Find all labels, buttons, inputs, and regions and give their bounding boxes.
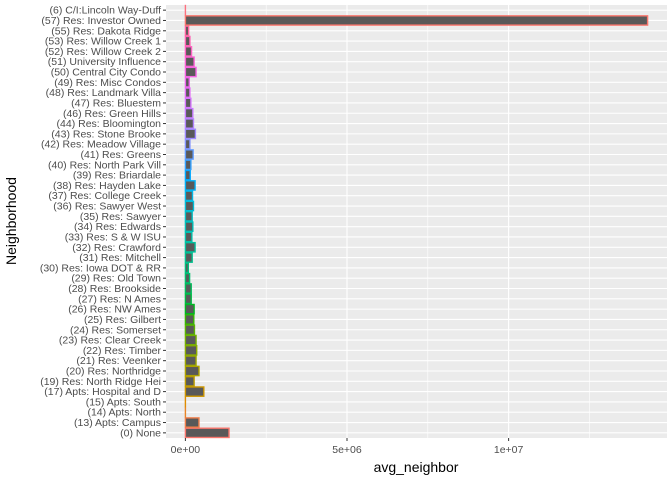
y-tick-label: (33) Res: S & W ISU xyxy=(65,231,161,243)
bar xyxy=(185,232,191,241)
y-tick-label: (47) Res: Bluestem xyxy=(71,97,161,109)
bar xyxy=(185,346,196,355)
bar xyxy=(185,150,193,159)
y-tick-label: (25) Res: Gilbert xyxy=(84,314,161,326)
bar xyxy=(185,191,192,200)
bar xyxy=(185,325,194,334)
bar xyxy=(185,181,195,190)
bar xyxy=(185,201,193,210)
bar xyxy=(185,26,188,35)
bar xyxy=(185,36,190,45)
y-tick-label: (57) Res: Investor Owned xyxy=(41,15,161,27)
y-tick-label: (34) Res: Edwards xyxy=(74,221,161,233)
x-tick-label: 5e+06 xyxy=(332,444,362,456)
y-tick-label: (19) Res: North Ridge Hei xyxy=(40,376,161,388)
y-tick-label: (24) Res: Somerset xyxy=(70,324,161,336)
y-tick-label: (15) Apts: South xyxy=(86,396,161,408)
bar xyxy=(185,274,189,283)
y-tick-label: (13) Apts: Campus xyxy=(74,417,161,429)
x-axis-title: avg_neighbor xyxy=(374,459,459,475)
y-axis: (0) None(13) Apts: Campus(14) Apts: Nort… xyxy=(40,5,166,440)
bar xyxy=(185,47,191,56)
y-tick-label: (31) Res: Mitchell xyxy=(79,252,161,264)
bar xyxy=(185,88,190,97)
y-tick-label: (21) Res: Veenker xyxy=(76,355,161,367)
y-tick-label: (20) Res: Northridge xyxy=(66,365,161,377)
bar xyxy=(185,243,195,252)
y-tick-label: (53) Res: Willow Creek 1 xyxy=(45,36,161,48)
y-tick-label: (29) Res: Old Town xyxy=(71,273,161,285)
y-tick-label: (38) Res: Hayden Lake xyxy=(53,180,161,192)
y-tick-label: (26) Res: NW Ames xyxy=(68,304,161,316)
bar xyxy=(185,129,195,138)
bar xyxy=(185,67,196,76)
bar xyxy=(185,16,647,25)
y-tick-label: (44) Res: Bloomington xyxy=(57,118,162,130)
bar xyxy=(185,387,203,396)
bar xyxy=(185,284,191,293)
y-tick-label: (41) Res: Greens xyxy=(80,149,161,161)
x-tick-label: 1e+07 xyxy=(494,444,524,456)
y-tick-label: (6) C/I:Lincoln Way-Duff xyxy=(50,5,162,17)
y-tick-label: (48) Res: Landmark Villa xyxy=(46,87,162,99)
y-tick-label: (35) Res: Sawyer xyxy=(80,211,162,223)
y-tick-label: (23) Res: Clear Creek xyxy=(59,335,162,347)
bar xyxy=(185,119,193,128)
y-tick-label: (37) Res: College Creek xyxy=(48,190,161,202)
y-tick-label: (36) Res: Sawyer West xyxy=(53,201,161,213)
bar xyxy=(185,315,193,324)
bar xyxy=(185,212,192,221)
y-tick-label: (49) Res: Misc Condos xyxy=(54,77,161,89)
bar xyxy=(185,160,190,169)
bar xyxy=(185,366,199,375)
bar xyxy=(185,418,199,427)
y-tick-label: (14) Apts: North xyxy=(87,407,161,419)
bar xyxy=(185,294,191,303)
bar xyxy=(185,98,190,107)
y-tick-label: (22) Res: Timber xyxy=(83,345,162,357)
y-tick-label: (30) Res: Iowa DOT & RR xyxy=(40,262,162,274)
bar xyxy=(185,304,194,313)
y-tick-label: (51) University Influence xyxy=(48,56,161,68)
y-axis-title: Neighborhood xyxy=(3,177,19,265)
y-tick-label: (42) Res: Meadow Village xyxy=(41,139,161,151)
plot-panel xyxy=(166,5,667,438)
y-tick-label: (46) Res: Green Hills xyxy=(63,108,161,120)
bar xyxy=(185,356,196,365)
y-tick-label: (52) Res: Willow Creek 2 xyxy=(45,46,161,58)
y-tick-label: (27) Res: N Ames xyxy=(78,293,161,305)
y-tick-label: (28) Res: Brookside xyxy=(68,283,161,295)
bar xyxy=(185,335,196,344)
bar xyxy=(185,222,192,231)
y-tick-label: (0) None xyxy=(120,427,161,439)
y-tick-label: (50) Central City Condo xyxy=(51,67,161,79)
y-tick-label: (55) Res: Dakota Ridge xyxy=(51,25,161,37)
x-tick-label: 0e+00 xyxy=(171,444,201,456)
y-tick-label: (40) Res: North Park Vill xyxy=(48,159,161,171)
y-tick-label: (39) Res: Briardale xyxy=(73,170,161,182)
bar xyxy=(185,109,192,118)
bar xyxy=(185,140,190,149)
bar xyxy=(185,57,194,66)
bar xyxy=(185,170,190,179)
bar xyxy=(185,263,188,272)
bar xyxy=(185,377,194,386)
y-tick-label: (32) Res: Crawford xyxy=(72,242,161,254)
x-axis: 0e+00 5e+06 1e+07 xyxy=(171,438,524,456)
y-tick-label: (17) Apts: Hospital and D xyxy=(44,386,161,398)
y-tick-label: (43) Res: Stone Brooke xyxy=(51,128,161,140)
bar xyxy=(185,78,189,87)
bar xyxy=(185,428,229,437)
bar xyxy=(185,253,192,262)
